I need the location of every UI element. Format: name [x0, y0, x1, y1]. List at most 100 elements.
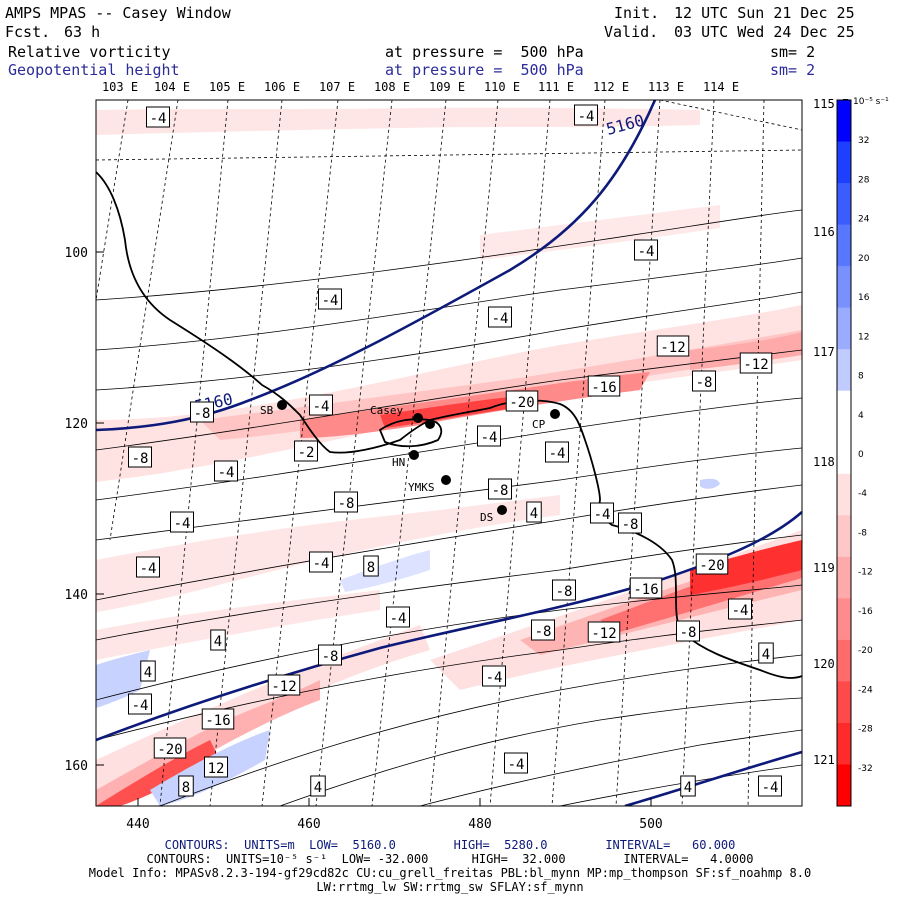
vorticity-label-box — [294, 440, 318, 462]
color-bar-segment — [837, 100, 851, 143]
color-bar-segment — [837, 598, 851, 641]
vorticity-label-box — [363, 555, 379, 577]
color-bar-segment — [837, 515, 851, 558]
vorticity-label-box — [210, 629, 226, 651]
vorticity-label: -4 — [150, 111, 167, 127]
color-bar-segment — [837, 432, 851, 475]
latitude-grid — [96, 100, 802, 161]
y-tick-label: 160 — [65, 759, 88, 774]
station-label-sb: SB — [260, 404, 274, 417]
color-bar-tick-label: 20 — [858, 254, 870, 264]
x-tick-label: 500 — [639, 817, 662, 832]
valid-value: 03 UTC Wed 24 Dec 25 — [674, 23, 855, 41]
field1-smoothing: sm= 2 — [770, 43, 816, 61]
vorticity-label: 4 — [314, 780, 322, 796]
vorticity-label: 12 — [208, 761, 225, 777]
footer-height-contours: CONTOURS: UNITS=m LOW= 5160.0 HIGH= 5280… — [164, 838, 736, 852]
lon-label-top: 106 E — [264, 80, 300, 94]
vorticity-label-box — [334, 491, 358, 513]
color-bar-tick-label: 28 — [858, 175, 870, 185]
vorticity-label-box — [214, 460, 238, 482]
vorticity-label: -4 — [140, 561, 157, 577]
lon-label-top: 103 E — [102, 80, 138, 94]
color-bar-tick-label: -4 — [858, 489, 867, 499]
vorticity-label-box — [318, 644, 342, 666]
vorticity-label-box — [531, 619, 555, 641]
vorticity-label: -4 — [390, 611, 407, 627]
vorticity-label: -16 — [591, 380, 616, 396]
color-bar-segment — [837, 681, 851, 724]
y-tick-label: 120 — [65, 417, 88, 432]
color-bar-tick-label: -24 — [858, 685, 873, 695]
vorticity-label-box — [310, 775, 326, 797]
color-bar-segment — [837, 141, 851, 184]
color-bar-segment — [837, 307, 851, 350]
vorticity-label-box — [170, 511, 194, 533]
vorticity-label-box — [504, 752, 528, 774]
vorticity-label-box — [618, 512, 642, 534]
vorticity-label: -4 — [508, 757, 525, 773]
vorticity-label: -20 — [157, 742, 182, 758]
map-frame — [95, 99, 803, 807]
station-label-ymks: YMKS — [408, 481, 435, 494]
vorticity-label-box — [201, 708, 235, 730]
color-bar-tick-label: -8 — [858, 528, 867, 538]
map-labels: 103 E 104 E 105 E 106 E 107 E 108 E 109 E 110 E… — [65, 80, 850, 832]
vorticity-label: -4 — [638, 244, 655, 260]
vorticity-label-box — [680, 775, 696, 797]
x-tick-label: 460 — [297, 817, 320, 832]
vorticity-label: 4 — [762, 647, 770, 663]
color-bar-tick-label: 12 — [858, 332, 869, 342]
vorticity-label-box — [656, 335, 690, 357]
vorticity-label: -4 — [313, 399, 330, 415]
color-bar-frame — [836, 99, 852, 807]
vorticity-label-box — [545, 441, 569, 463]
color-bar-tick-label: 0 — [858, 450, 864, 460]
vorticity-label: -4 — [594, 507, 611, 523]
color-bar-tick-label: -32 — [858, 764, 873, 774]
vorticity-label: 4 — [684, 780, 692, 796]
vorticity-label-box — [386, 606, 410, 628]
vorticity-label: 4 — [214, 634, 222, 650]
color-bar-tick-label: -20 — [858, 646, 873, 656]
field2-pressure: at pressure = 500 hPa — [385, 61, 584, 79]
forecast-label: Fcst. — [5, 23, 51, 41]
init-value: 12 UTC Sun 21 Dec 25 — [674, 4, 855, 22]
color-bar-segment — [837, 390, 851, 433]
color-bar-segment — [837, 183, 851, 226]
color-bar-tick-label: -16 — [858, 607, 873, 617]
weather-map: 103 E 104 E 105 E 106 E 107 E 108 E 109 E 110 E… — [65, 80, 890, 832]
lon-label-top: 104 E — [154, 80, 190, 94]
color-bar-tick-label: -12 — [858, 568, 873, 578]
vorticity-label: -8 — [535, 624, 552, 640]
color-bar-tick-label: 24 — [858, 215, 870, 225]
vorticity-label: -4 — [313, 556, 330, 572]
vorticity-label: -2 — [298, 445, 315, 461]
y-tick-label: 140 — [65, 588, 88, 603]
vorticity-label: -12 — [743, 357, 768, 373]
lon-label-top: 114 E — [703, 80, 739, 94]
vorticity-label: -8 — [556, 584, 573, 600]
lon-label-top: 109 E — [429, 80, 465, 94]
color-bar-tick-label: 4 — [858, 411, 864, 421]
vorticity-label-box — [128, 446, 152, 468]
vorticity-label: 8 — [182, 780, 190, 796]
vorticity-label: -4 — [578, 109, 595, 125]
vorticity-label: -20 — [509, 395, 534, 411]
vorticity-label-box — [190, 401, 214, 423]
vorticity-label-box — [140, 660, 156, 682]
field2-name: Geopotential height — [8, 61, 180, 79]
vorticity-label-box — [204, 756, 228, 778]
station-markers — [277, 400, 560, 515]
lon-label-top: 112 E — [593, 80, 629, 94]
vorticity-label: -12 — [271, 679, 296, 695]
vorticity-label: -4 — [481, 430, 498, 446]
color-bar-segment — [837, 349, 851, 392]
axis-ticks — [96, 251, 652, 806]
vorticity-label-box — [309, 551, 333, 573]
color-bar-tick-label: 16 — [858, 293, 870, 303]
vorticity-label-box — [488, 478, 512, 500]
vorticity-label: -4 — [486, 670, 503, 686]
vorticity-label-box — [739, 352, 773, 374]
vorticity-label-box — [629, 577, 663, 599]
